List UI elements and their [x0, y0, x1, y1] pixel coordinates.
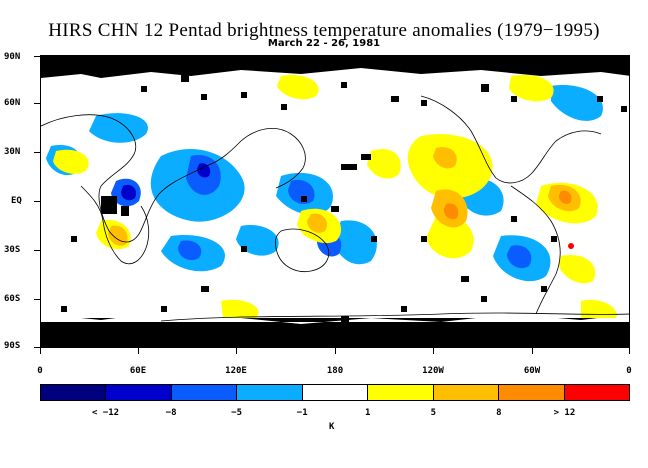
colorbar-segment [499, 385, 565, 400]
lon-label-120w: 120W [422, 366, 444, 376]
colorbar-segment [302, 385, 369, 400]
colorbar-label: −1 [296, 408, 308, 418]
lat-label-90s: 90S [4, 341, 21, 351]
colorbar-segment [41, 385, 107, 400]
anomaly-map [40, 55, 630, 348]
colorbar [40, 384, 630, 401]
x-tick [335, 348, 336, 354]
lon-label-120e: 120E [225, 366, 247, 376]
colorbar-label: −5 [231, 408, 243, 418]
lat-label-60n: 60N [4, 98, 21, 108]
x-tick [40, 348, 41, 354]
x-tick [433, 348, 434, 354]
colorbar-segment [368, 385, 434, 400]
colorbar-unit: K [329, 422, 335, 432]
colorbar-segment [433, 385, 500, 400]
x-tick [532, 348, 533, 354]
lon-label-0: 0 [37, 366, 43, 376]
colorbar-label: < −12 [92, 408, 120, 418]
colorbar-segment [237, 385, 303, 400]
lat-label-90n: 90N [4, 52, 21, 62]
anomaly-dark-blue [121, 163, 211, 201]
colorbar-label: 8 [496, 408, 502, 418]
x-tick [138, 348, 139, 354]
map-title: HIRS CHN 12 Pentad brightness temperatur… [48, 20, 600, 41]
y-tick [34, 201, 40, 202]
colorbar-label: 5 [430, 408, 437, 418]
lon-label-60e: 60E [129, 366, 147, 376]
y-tick [34, 250, 40, 251]
missing-data-antarctic [41, 318, 629, 347]
map-subtitle: March 22 - 26, 1981 [267, 38, 381, 49]
colorbar-label: −8 [165, 408, 177, 418]
lat-label-30s: 30S [4, 245, 21, 255]
lon-label-0-end: 0 [626, 366, 632, 376]
lon-label-180: 180 [326, 366, 344, 376]
lon-label-60w: 60W [523, 366, 541, 376]
y-tick [34, 56, 40, 57]
colorbar-segment [106, 385, 172, 400]
colorbar-segment [171, 385, 238, 400]
colorbar-segment [564, 385, 629, 400]
lat-label-30n: 30N [4, 147, 21, 157]
colorbar-label: > 12 [553, 408, 576, 418]
y-tick [34, 152, 40, 153]
x-tick [236, 348, 237, 354]
anomaly-red [568, 243, 574, 249]
lat-label-eq: EQ [11, 196, 22, 206]
lat-label-60s: 60S [4, 294, 21, 304]
y-tick [34, 347, 40, 348]
y-tick [34, 103, 40, 104]
anomaly-map-svg [41, 56, 629, 347]
colorbar-label: 1 [365, 408, 371, 418]
x-tick [629, 348, 630, 354]
anomaly-dark-orange [443, 190, 572, 220]
missing-data-pixels [61, 74, 627, 322]
y-tick [34, 299, 40, 300]
coastlines [41, 95, 629, 322]
